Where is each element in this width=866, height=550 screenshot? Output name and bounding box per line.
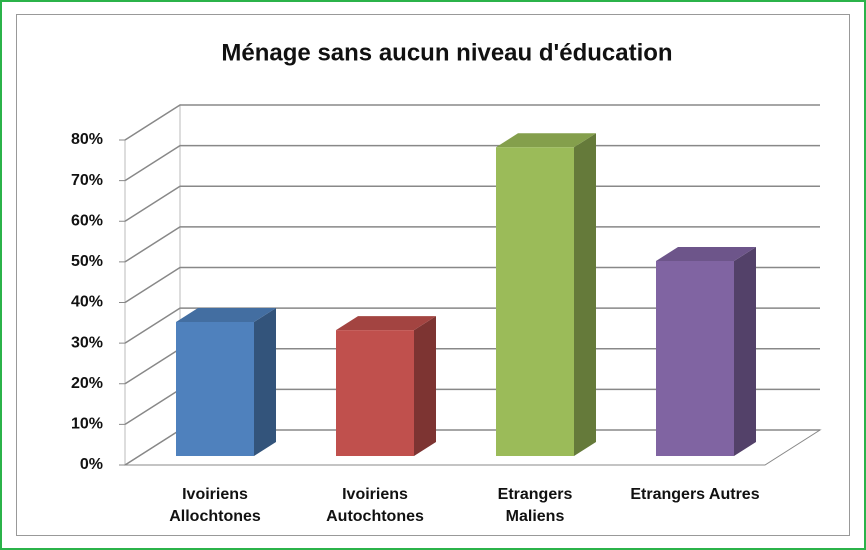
bar-top [656, 247, 756, 261]
bar [656, 247, 756, 456]
bar [496, 133, 596, 456]
y-tick-label: 30% [71, 334, 103, 351]
bar [336, 316, 436, 456]
y-tick-label: 10% [71, 416, 103, 433]
bar-side [254, 307, 276, 456]
x-tick-label: Ivoiriens Allochtones [169, 486, 261, 525]
grid-line [124, 185, 820, 222]
grid-line [124, 144, 820, 182]
bar-front [176, 321, 254, 456]
bar-front [656, 261, 734, 456]
bar-top [496, 133, 596, 148]
x-tick-label: Etrangers Maliens [497, 486, 573, 525]
bar-top [176, 307, 276, 322]
y-tick-label: 40% [71, 294, 103, 311]
chart-area [16, 14, 850, 536]
bar [176, 307, 276, 456]
bar-front [336, 330, 414, 456]
x-tick-label: Ivoiriens Autochtones [326, 486, 424, 525]
grid-line [124, 226, 820, 263]
bar-side [734, 247, 756, 456]
y-tick-label: 0% [80, 456, 103, 473]
bar-front [496, 147, 574, 456]
y-tick-label: 80% [71, 131, 103, 148]
bar-side [574, 133, 596, 456]
y-tick-label: 50% [71, 253, 103, 270]
grid-line [124, 266, 820, 304]
x-tick-label: Etrangers Autres [630, 486, 760, 503]
y-tick-label: 60% [71, 212, 103, 229]
bar-top [336, 316, 436, 331]
y-tick-label: 70% [71, 172, 103, 189]
grid-line [124, 307, 820, 344]
y-tick-label: 20% [71, 375, 103, 392]
chart-title: Ménage sans aucun niveau d'éducation [221, 39, 672, 66]
bar-side [414, 316, 436, 456]
grid-line [124, 104, 820, 141]
